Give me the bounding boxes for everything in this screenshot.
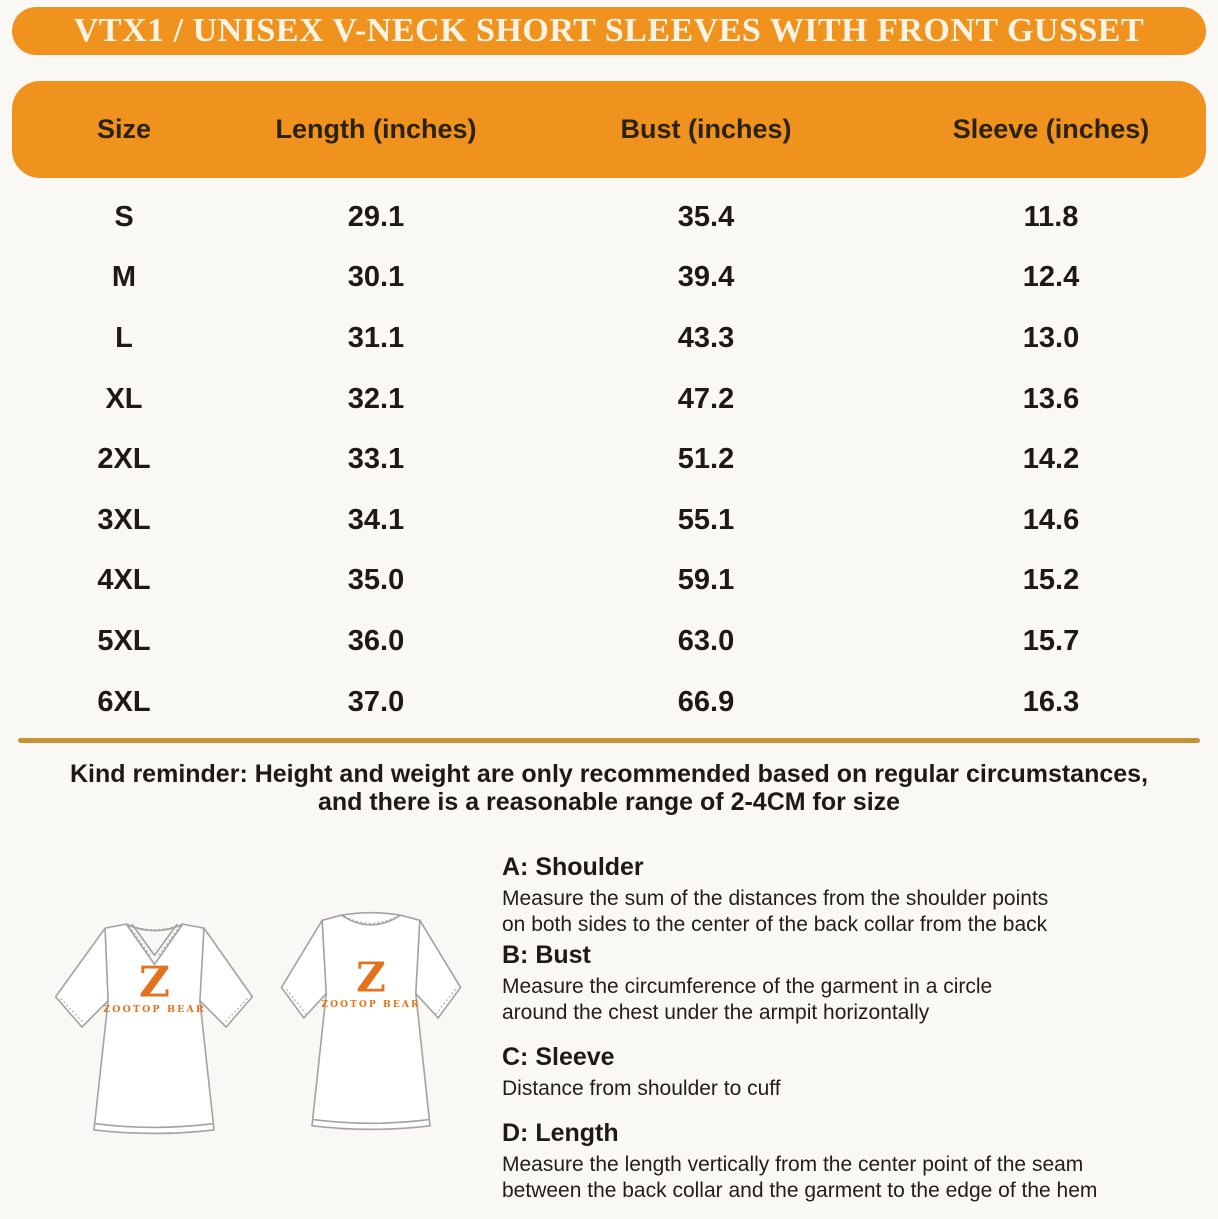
brand-z-logo: Z <box>356 954 386 1002</box>
kind-reminder-text: Kind reminder: Height and weight are onl… <box>69 760 1149 816</box>
cell-size: 5XL <box>97 624 151 657</box>
cell-bust: 43.3 <box>677 321 735 354</box>
brand-logo-text: ZOOTOP BEAR <box>103 1004 206 1015</box>
measurement-label: D: Length <box>502 1119 619 1147</box>
cell-sleeve: 15.7 <box>1022 624 1080 657</box>
column-header-sleeve: Sleeve (inches) <box>952 114 1150 144</box>
sleeve-seams <box>104 927 205 1002</box>
size-table-body: S 29.1 35.4 11.8 M 30.1 39.4 12.4 L 31.1 43.3 13.0 X… <box>12 187 1206 732</box>
cell-bust: 63.0 <box>677 624 735 657</box>
cell-sleeve: 13.6 <box>1022 382 1080 415</box>
measurement-description: Measure the sum of the distances from th… <box>502 887 1049 936</box>
collar-band <box>125 923 184 932</box>
cell-sleeve: 14.6 <box>1022 503 1080 536</box>
crew-collar-band <box>340 914 402 926</box>
crew-collar-ribbing <box>344 915 398 925</box>
measurement-label: A: Shoulder <box>502 853 644 881</box>
cell-bust: 47.2 <box>677 382 735 415</box>
cell-sleeve: 12.4 <box>1022 261 1080 294</box>
cell-length: 31.1 <box>347 321 405 354</box>
cell-bust: 55.1 <box>677 503 735 536</box>
cell-length: 30.1 <box>347 261 405 294</box>
cell-sleeve: 15.2 <box>1022 564 1080 597</box>
table-row: XL 32.1 47.2 13.6 <box>12 369 1206 430</box>
table-header: Size Length (inches) Bust (inches) Sleev… <box>12 81 1206 178</box>
hem-seam <box>95 1123 213 1129</box>
measurement-bust: B: Bust Measure the circumference of the… <box>502 940 1192 1026</box>
tshirt-front-outline <box>54 923 254 1135</box>
cell-sleeve: 14.2 <box>1022 443 1080 476</box>
cell-size: 2XL <box>97 443 151 476</box>
cell-size: 4XL <box>97 564 151 597</box>
tshirt-front-illustration: Z ZOOTOP BEAR <box>54 923 254 1135</box>
cell-size: XL <box>105 382 143 415</box>
measurement-sleeve: C: Sleeve Distance from shoulder to cuff <box>502 1042 1192 1102</box>
cell-length: 36.0 <box>347 624 405 657</box>
tshirt-back-outline <box>280 911 462 1131</box>
title-banner: VTX1 / UNISEX V-NECK SHORT SLEEVES WITH … <box>12 7 1206 55</box>
cell-length: 34.1 <box>347 503 405 536</box>
brand-logo-text: ZOOTOP BEAR <box>321 999 420 1010</box>
cell-bust: 51.2 <box>677 443 735 476</box>
cell-sleeve: 11.8 <box>1023 200 1079 233</box>
table-row: L 31.1 43.3 13.0 <box>12 308 1206 369</box>
table-row: M 30.1 39.4 12.4 <box>12 248 1206 309</box>
measurement-shoulder: A: Shoulder Measure the sum of the dista… <box>502 852 1192 938</box>
cell-length: 35.0 <box>347 564 405 597</box>
cuff-ribbing <box>60 998 248 1024</box>
cell-bust: 39.4 <box>677 261 735 294</box>
cell-size: 3XL <box>97 503 151 536</box>
sleeve-seams <box>321 919 421 995</box>
measurement-length: D: Length Measure the length vertically … <box>502 1118 1192 1204</box>
cell-bust: 66.9 <box>677 685 735 718</box>
column-header-bust: Bust (inches) <box>620 114 792 144</box>
measurement-description: Measure the length vertically from the c… <box>502 1153 1098 1202</box>
cell-size: S <box>114 200 134 233</box>
vneck-inner-band <box>131 923 178 957</box>
table-row: 5XL 36.0 63.0 15.7 <box>12 611 1206 672</box>
cuff-ribbing <box>285 989 457 1015</box>
cell-length: 37.0 <box>347 685 405 718</box>
size-table: S 29.1 35.4 11.8 M 30.1 39.4 12.4 L 31.1 43.3 13.0 X… <box>12 187 1206 732</box>
column-header-length: Length (inches) <box>275 114 477 144</box>
cell-length: 32.1 <box>347 382 405 415</box>
tshirt-back-illustration: Z ZOOTOP BEAR <box>280 911 462 1131</box>
gold-divider <box>18 738 1200 743</box>
cell-sleeve: 13.0 <box>1022 321 1080 354</box>
table-row: S 29.1 35.4 11.8 <box>12 187 1206 248</box>
cell-size: L <box>115 321 133 354</box>
measurement-label: C: Sleeve <box>502 1043 615 1071</box>
brand-z-logo: Z <box>139 957 170 1007</box>
cell-size: M <box>111 261 137 294</box>
cell-sleeve: 16.3 <box>1022 685 1080 718</box>
page-title: VTX1 / UNISEX V-NECK SHORT SLEEVES WITH … <box>73 12 1145 49</box>
cell-size: 6XL <box>97 685 151 718</box>
cell-bust: 59.1 <box>677 564 735 597</box>
cell-length: 29.1 <box>347 200 405 233</box>
column-header-size: Size <box>96 114 152 144</box>
cell-length: 33.1 <box>347 443 405 476</box>
table-row: 4XL 35.0 59.1 15.2 <box>12 551 1206 612</box>
measurement-label: B: Bust <box>502 941 591 969</box>
table-row: 6XL 37.0 66.9 16.3 <box>12 672 1206 733</box>
measurement-description: Measure the circumference of the garment… <box>502 975 993 1024</box>
cell-bust: 35.4 <box>677 200 735 233</box>
table-row: 2XL 33.1 51.2 14.2 <box>12 429 1206 490</box>
measurement-description: Distance from shoulder to cuff <box>502 1077 781 1100</box>
table-row: 3XL 34.1 55.1 14.6 <box>12 490 1206 551</box>
hem-seam <box>313 1118 429 1125</box>
